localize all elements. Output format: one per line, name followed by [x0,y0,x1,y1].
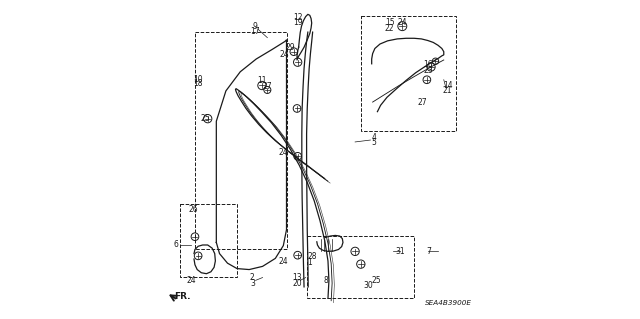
Text: 24: 24 [278,148,288,157]
Bar [180,204,237,277]
Bar [362,16,456,131]
Text: 21: 21 [443,86,452,95]
Text: 23: 23 [423,66,433,75]
Text: 16: 16 [423,60,433,69]
Text: 1: 1 [307,258,312,267]
Text: 7: 7 [426,247,431,256]
Text: 13: 13 [292,273,302,282]
Text: 17: 17 [250,27,259,36]
Text: 20: 20 [292,279,302,288]
Text: 11: 11 [257,76,267,85]
Text: 2: 2 [250,273,255,282]
Text: 18: 18 [193,79,203,88]
Text: 15: 15 [385,19,394,27]
Text: 5: 5 [372,138,377,147]
Text: 28: 28 [308,252,317,261]
Text: 24: 24 [397,19,407,27]
Text: 24: 24 [187,276,196,285]
Bar [307,236,414,298]
Text: 25: 25 [200,114,210,122]
Text: 3: 3 [250,279,255,288]
Text: 24: 24 [280,50,289,59]
Text: 29: 29 [286,43,296,52]
Text: 4: 4 [372,133,377,142]
Bar [195,32,287,249]
Text: 30: 30 [363,281,372,290]
Text: 22: 22 [385,24,394,33]
Text: 9: 9 [252,22,257,31]
Text: 8: 8 [323,276,328,285]
Text: 14: 14 [443,81,452,90]
Text: 26: 26 [188,205,198,214]
Text: SEA4B3900E: SEA4B3900E [424,300,472,306]
Text: 12: 12 [293,13,303,22]
Text: 25: 25 [372,276,381,285]
Text: 31: 31 [396,247,405,256]
Text: 6: 6 [173,241,179,249]
Text: 27: 27 [418,98,428,107]
Text: 27: 27 [262,82,272,91]
Text: FR.: FR. [174,292,190,300]
Text: 10: 10 [193,75,203,84]
Text: 19: 19 [293,19,303,27]
Text: 24: 24 [278,257,288,266]
